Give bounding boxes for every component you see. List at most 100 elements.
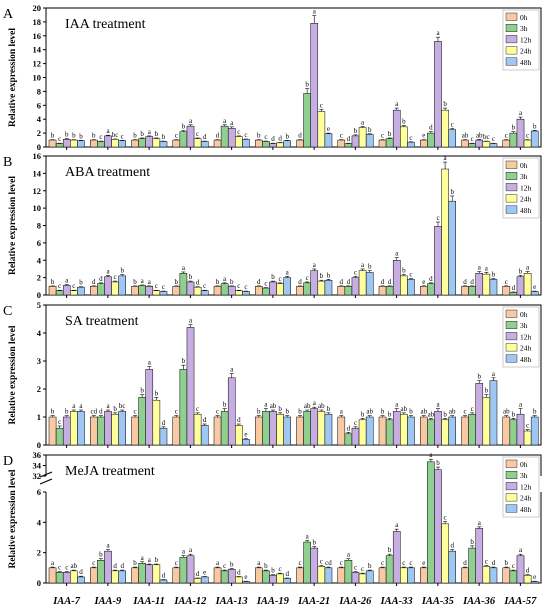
significance-letter: c — [223, 562, 226, 570]
bar — [358, 419, 367, 446]
significance-letter: d — [347, 135, 351, 143]
significance-letter: b — [182, 123, 186, 131]
significance-letter: b — [327, 405, 331, 413]
significance-letter: c — [114, 273, 117, 281]
significance-letter: c — [436, 214, 439, 222]
legend-swatch — [505, 471, 518, 479]
bar — [200, 141, 209, 148]
x-category-label: IAA-35 — [421, 596, 454, 607]
significance-letter: b — [79, 279, 83, 287]
significance-letter: d — [463, 559, 467, 567]
significance-letter: b — [478, 373, 482, 381]
bar — [159, 579, 168, 584]
bar — [172, 416, 181, 446]
bar — [62, 416, 71, 446]
bar — [351, 572, 360, 584]
y-tick-label: 2 — [37, 273, 41, 283]
bar — [104, 276, 112, 296]
y-tick-label: 1 — [37, 412, 41, 422]
significance-letter: b — [230, 561, 234, 569]
x-category-label: IAA-7 — [52, 596, 81, 607]
legend-label: 24h — [520, 195, 532, 204]
bar — [400, 275, 408, 296]
bar — [468, 286, 476, 296]
significance-letter: c — [381, 132, 384, 140]
significance-letter: c — [306, 274, 309, 282]
bar — [220, 283, 229, 296]
significance-letter: a — [223, 275, 227, 283]
panel-title: MeJA treatment — [65, 464, 155, 479]
significance-letter: a — [313, 399, 317, 407]
bar — [392, 411, 401, 446]
bar — [365, 416, 374, 446]
legend-swatch — [505, 160, 518, 169]
bar — [344, 560, 353, 584]
bar — [193, 286, 202, 296]
significance-letter: c — [121, 132, 124, 140]
significance-letter: b — [313, 539, 317, 547]
bar — [193, 413, 202, 446]
bar — [296, 567, 304, 584]
bar — [179, 556, 188, 584]
y-tick-label: 0 — [37, 142, 41, 152]
bar — [62, 572, 71, 584]
bar — [337, 416, 346, 446]
significance-letter: a — [106, 402, 110, 410]
y-tick-label: 34 — [33, 461, 42, 471]
significance-letter: b — [485, 387, 489, 395]
significance-letter: d — [429, 275, 433, 283]
bar — [118, 411, 127, 446]
bar — [310, 23, 319, 148]
bar — [159, 427, 168, 446]
legend-swatch — [505, 24, 518, 32]
bar — [344, 143, 353, 148]
bar — [523, 575, 532, 584]
significance-letter: b — [72, 132, 76, 140]
bar — [468, 143, 476, 148]
bar — [283, 578, 291, 584]
significance-letter: ab — [304, 402, 311, 410]
bar — [523, 139, 532, 148]
x-category-label: IAA-33 — [380, 596, 413, 607]
significance-letter: b — [175, 278, 179, 286]
bar — [213, 139, 222, 148]
significance-letter: c — [409, 559, 412, 567]
significance-letter: b — [470, 538, 474, 546]
bar — [48, 567, 57, 584]
panel-letter: B — [3, 155, 12, 170]
significance-letter: b — [51, 408, 55, 416]
legend-swatch — [505, 332, 518, 341]
bar — [48, 416, 57, 446]
significance-letter: b — [388, 410, 392, 418]
legend-label: 24h — [520, 344, 532, 353]
bar — [152, 564, 161, 584]
bar — [269, 575, 277, 584]
significance-letter: b — [388, 130, 392, 138]
bar — [235, 136, 243, 148]
bar — [378, 416, 387, 446]
significance-letter: bc — [483, 133, 490, 141]
significance-letter: a — [444, 154, 448, 162]
y-tick-label: 4 — [37, 255, 42, 265]
legend-label: 12h — [520, 35, 532, 44]
significance-letter: b — [450, 188, 454, 196]
bar — [378, 139, 387, 148]
bar — [441, 523, 449, 584]
legend-swatch — [505, 493, 518, 502]
bar — [385, 419, 394, 446]
legend-swatch — [505, 343, 518, 352]
significance-letter: d — [237, 568, 241, 576]
bar — [283, 140, 291, 148]
bar — [385, 138, 394, 148]
significance-letter: c — [320, 558, 323, 566]
bar — [420, 286, 428, 296]
y-tick-label: 4 — [37, 517, 42, 527]
bar — [111, 139, 119, 148]
y-tick-label: 12 — [33, 59, 42, 69]
significance-letter: d — [79, 568, 83, 576]
x-category-label: IAA-26 — [338, 596, 372, 607]
bar — [276, 142, 284, 148]
bar — [516, 118, 525, 148]
significance-letter: b — [271, 273, 275, 281]
